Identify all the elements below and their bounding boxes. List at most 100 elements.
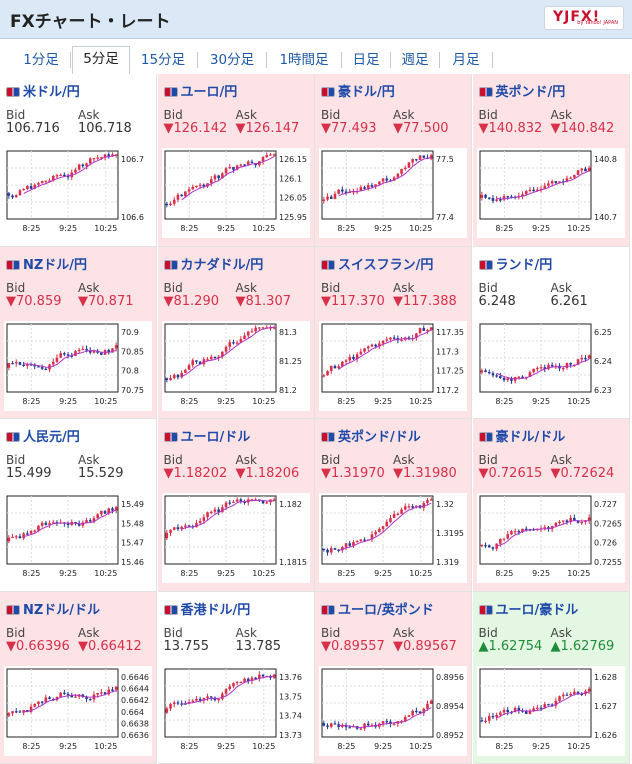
rate-card[interactable]: ランド/円 Bid Ask 6.248 6.261 6.25 6.24 6.23 8:25 9:2… bbox=[472, 246, 630, 419]
moving-average-line bbox=[23, 689, 117, 712]
rate-card[interactable]: 豪ドル/ドル Bid Ask ▼0.72615 ▼0.72624 0.727 0.7265 0… bbox=[472, 419, 630, 592]
rate-card[interactable]: 香港ドル/円 Bid Ask 13.755 13.785 13.76 13.75 13.74 1… bbox=[157, 591, 315, 764]
candlestick-chart[interactable]: 1.32 1.3195 1.319 8:25 9:25 10:25 bbox=[319, 493, 467, 583]
candle-body bbox=[202, 517, 205, 522]
candlestick-chart[interactable]: 15.49 15.48 15.47 15.46 8:25 9:25 10:25 bbox=[4, 493, 152, 583]
rate-card[interactable]: NZドル/円 Bid Ask ▼70.859 ▼70.871 70.9 70.85 70.8 7… bbox=[0, 246, 157, 419]
y-tick-label: 0.6642 bbox=[121, 696, 149, 705]
candle-body bbox=[389, 337, 392, 339]
bid-label: Bid bbox=[163, 453, 183, 467]
candlestick-chart[interactable]: 0.727 0.7265 0.726 0.7255 8:25 9:25 10:25 bbox=[476, 493, 625, 583]
candle-body bbox=[429, 155, 433, 159]
rate-card[interactable]: 英ポンド/円 Bid Ask ▼140.832 ▼140.842 140.8 140.7 8:… bbox=[472, 74, 630, 247]
candle-body bbox=[168, 377, 172, 380]
candlestick-chart[interactable]: 126.15 126.1 126.05 125.95 8:25 9:25 10:25 bbox=[161, 148, 310, 238]
candlestick-chart[interactable]: 0.6646 0.6644 0.6642 0.664 0.6638 0.6636 8:25 9… bbox=[4, 665, 152, 756]
tab-daily[interactable]: 日足 bbox=[352, 52, 380, 68]
y-tick-label: 1.627 bbox=[594, 702, 617, 711]
candle-body bbox=[513, 531, 516, 533]
tab-5min[interactable]: 5分足 bbox=[72, 46, 130, 74]
pair-name[interactable]: 豪ドル/ドル bbox=[478, 426, 566, 445]
candlestick-chart[interactable]: 0.8956 0.8954 0.8952 8:25 9:25 10:25 bbox=[319, 665, 467, 756]
candle-body bbox=[542, 185, 546, 189]
tab-1hour[interactable]: 1時間足 bbox=[279, 52, 329, 68]
pair-name[interactable]: NZドル/円 bbox=[6, 254, 87, 273]
candle-body bbox=[213, 509, 216, 512]
candle-body bbox=[26, 363, 29, 366]
pair-name[interactable]: 豪ドル/円 bbox=[321, 81, 395, 100]
candle-body bbox=[198, 361, 201, 364]
candle-body bbox=[179, 194, 183, 197]
rate-card[interactable]: NZドル/ドル Bid Ask ▼0.66396 ▼0.66412 0.6646 0.664… bbox=[0, 591, 157, 764]
rate-card[interactable]: スイスフラン/円 Bid Ask ▼117.370 ▼117.388 117.35 117.… bbox=[315, 246, 472, 419]
pair-name-label: 豪ドル/ドル bbox=[495, 430, 566, 445]
bid-number: 106.716 bbox=[6, 121, 60, 136]
y-tick-label: 1.182 bbox=[279, 500, 302, 509]
y-tick-label: 0.727 bbox=[594, 500, 617, 509]
rate-card[interactable]: ユーロ/ドル Bid Ask ▼1.18202 ▼1.18206 1.182 1.1815 8… bbox=[157, 419, 315, 592]
rate-card[interactable]: 人民元/円 Bid Ask 15.499 15.529 15.49 15.48 15.47 15… bbox=[0, 419, 157, 592]
pair-name[interactable]: 英ポンド/円 bbox=[478, 81, 565, 100]
candle-body bbox=[483, 194, 487, 198]
candle-body bbox=[568, 177, 572, 179]
tab-15min[interactable]: 15分足 bbox=[140, 52, 186, 68]
tab-1min[interactable]: 1分足 bbox=[23, 52, 59, 68]
tab-monthly[interactable]: 月足 bbox=[452, 52, 480, 68]
pair-name[interactable]: NZドル/ドル bbox=[6, 599, 100, 618]
candlestick-chart[interactable]: 13.76 13.75 13.74 13.73 8:25 9:25 10:25 bbox=[161, 665, 310, 756]
candle-body bbox=[396, 173, 400, 178]
rate-card[interactable]: 豪ドル/円 Bid Ask ▼77.493 ▼77.500 77.5 77.4 8:25 9:2… bbox=[315, 74, 472, 247]
tab-weekly[interactable]: 週足 bbox=[401, 52, 429, 68]
rate-card[interactable]: ユーロ/円 Bid Ask ▼126.142 ▼126.147 126.15 126.1 12… bbox=[157, 74, 315, 247]
candlestick-chart[interactable]: 117.35 117.3 117.25 117.2 8:25 9:25 10:25 bbox=[319, 320, 467, 411]
candle-body bbox=[370, 344, 374, 346]
candle-body bbox=[111, 154, 114, 157]
candle-body bbox=[344, 359, 348, 362]
pair-name[interactable]: ユーロ/ドル bbox=[163, 426, 250, 445]
candle-body bbox=[103, 510, 107, 514]
x-tick-label: 9:25 bbox=[217, 397, 235, 406]
candle-body bbox=[572, 174, 576, 178]
candle-body bbox=[389, 721, 392, 724]
pair-name[interactable]: 英ポンド/ドル bbox=[321, 426, 421, 445]
rate-card[interactable]: 米ドル/円 Bid Ask 106.716 106.718 106.7 106.6 8:25 9… bbox=[0, 74, 157, 247]
candle-body bbox=[100, 157, 103, 159]
ask-number: 140.842 bbox=[560, 121, 615, 136]
pair-name[interactable]: 香港ドル/円 bbox=[163, 599, 250, 618]
pair-name[interactable]: 人民元/円 bbox=[6, 426, 80, 445]
candlestick-chart[interactable]: 1.628 1.627 1.626 8:25 9:25 10:25 bbox=[476, 665, 625, 756]
candlestick-chart[interactable]: 140.8 140.7 8:25 9:25 10:25 bbox=[476, 148, 625, 238]
y-tick-label: 106.6 bbox=[121, 213, 144, 222]
pair-name[interactable]: ユーロ/英ポンド bbox=[321, 599, 434, 618]
pair-name[interactable]: スイスフラン/円 bbox=[321, 254, 433, 273]
candle-body bbox=[333, 722, 337, 725]
candle-body bbox=[587, 688, 590, 691]
candle-body bbox=[539, 366, 542, 368]
rate-card[interactable]: 英ポンド/ドル Bid Ask ▼1.31970 ▼1.31980 1.32 1.3195 1… bbox=[315, 419, 472, 592]
candle-body bbox=[491, 198, 494, 201]
moving-average-line bbox=[23, 154, 117, 194]
pair-name[interactable]: ユーロ/豪ドル bbox=[478, 599, 578, 618]
pair-name[interactable]: 米ドル/円 bbox=[6, 81, 80, 100]
candlestick-chart[interactable]: 6.25 6.24 6.23 8:25 9:25 10:25 bbox=[476, 320, 625, 411]
pair-name[interactable]: ランド/円 bbox=[478, 254, 552, 273]
tab-30min[interactable]: 30分足 bbox=[209, 52, 255, 68]
yjfx-logo[interactable]: YJFX! by Yahoo! JAPAN bbox=[544, 6, 624, 30]
candle-body bbox=[40, 522, 44, 526]
pair-name[interactable]: ユーロ/円 bbox=[163, 81, 237, 100]
pair-name[interactable]: カナダドル/円 bbox=[163, 254, 263, 273]
candlestick-chart[interactable]: 106.7 106.6 8:25 9:25 10:25 bbox=[4, 148, 152, 238]
candlestick-chart[interactable]: 70.9 70.85 70.8 70.75 8:25 9:25 10:25 bbox=[4, 320, 152, 411]
candle-body bbox=[66, 693, 70, 695]
rate-card[interactable]: ユーロ/豪ドル Bid Ask ▲1.62754 ▲1.62769 1.628 1.627 1… bbox=[472, 591, 630, 764]
pair-name-label: スイスフラン/円 bbox=[338, 257, 434, 273]
candlestick-chart[interactable]: 77.5 77.4 8:25 9:25 10:25 bbox=[319, 148, 467, 238]
rate-card[interactable]: ユーロ/英ポンド Bid Ask ▼0.89557 ▼0.89567 0.8956 0.89… bbox=[315, 591, 472, 764]
candle-body bbox=[329, 196, 333, 199]
candlestick-chart[interactable]: 1.182 1.1815 8:25 9:25 10:25 bbox=[161, 493, 310, 583]
candle-body bbox=[407, 162, 411, 168]
candle-body bbox=[546, 527, 550, 530]
candlestick-chart[interactable]: 81.3 81.25 81.2 8:25 9:25 10:25 bbox=[161, 320, 310, 411]
rate-card[interactable]: カナダドル/円 Bid Ask ▼81.290 ▼81.307 81.3 81.25 81.2… bbox=[157, 246, 315, 419]
candle-body bbox=[550, 364, 553, 366]
